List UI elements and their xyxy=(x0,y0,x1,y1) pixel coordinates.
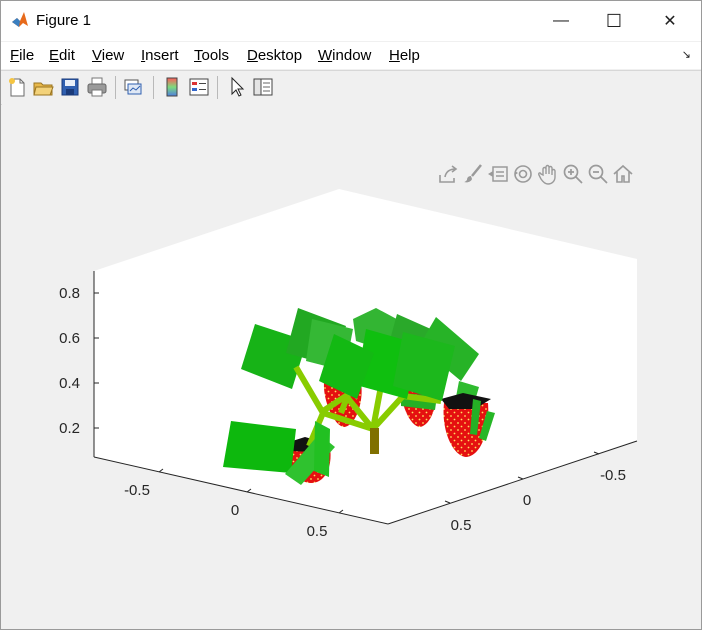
x-tick-label: 0 xyxy=(231,502,239,519)
zoom-out-icon[interactable] xyxy=(587,162,609,186)
y-tick-label: 0 xyxy=(523,492,531,509)
restore-view-icon[interactable] xyxy=(612,162,634,186)
y-tick-mark xyxy=(593,451,600,455)
menu-insert[interactable]: Insert xyxy=(141,47,179,64)
close-icon: ✕ xyxy=(663,13,677,30)
new-figure-icon[interactable] xyxy=(6,76,28,98)
link-plot-icon[interactable] xyxy=(122,76,144,98)
leaf xyxy=(314,421,330,477)
z-tick-label: 0.2 xyxy=(59,420,80,437)
save-icon[interactable] xyxy=(59,76,81,98)
menu-tools[interactable]: Tools xyxy=(194,47,230,64)
y-tick-label: 0.5 xyxy=(451,517,472,534)
menu-window[interactable]: Window xyxy=(318,47,372,64)
window-title: Figure 1 xyxy=(36,12,92,29)
figure-toolbar xyxy=(1,70,701,105)
close-button[interactable]: ✕ xyxy=(644,1,696,41)
rotate-3d-icon[interactable] xyxy=(512,162,534,186)
brush-icon[interactable] xyxy=(462,162,484,186)
z-tick-label: 0.8 xyxy=(59,285,80,302)
x-tick-mark xyxy=(338,509,344,514)
z-tick-label: 0.4 xyxy=(59,375,80,392)
leaf xyxy=(393,332,455,401)
leaf xyxy=(319,334,374,399)
leaf xyxy=(223,421,296,473)
export-icon[interactable] xyxy=(437,162,459,186)
x-tick-label: 0.5 xyxy=(307,523,328,540)
toolbar-separator xyxy=(153,76,154,99)
insert-legend-icon[interactable] xyxy=(188,76,210,98)
x-tick-mark xyxy=(246,488,252,493)
menu-view[interactable]: View xyxy=(92,47,125,64)
z-tick-label: 0.6 xyxy=(59,330,80,347)
minimize-icon: — xyxy=(553,12,569,29)
plant-model xyxy=(223,308,495,485)
open-file-icon[interactable] xyxy=(32,76,54,98)
edit-plot-arrow-icon[interactable] xyxy=(226,76,248,98)
maximize-icon: ☐ xyxy=(605,10,623,31)
minimize-button[interactable]: — xyxy=(535,1,587,41)
x-tick-mark xyxy=(158,468,164,473)
print-icon[interactable] xyxy=(86,76,108,98)
menu-edit[interactable]: Edit xyxy=(49,47,75,64)
leaf xyxy=(479,411,495,441)
title-bar: Figure 1 — ☐ ✕ xyxy=(1,1,701,41)
toolbar-separator xyxy=(115,76,116,99)
pan-icon[interactable] xyxy=(537,162,559,186)
insert-colorbar-icon[interactable] xyxy=(161,76,183,98)
menu-bar: File Edit View Insert Tools Desktop Wind… xyxy=(1,42,701,69)
menu-desktop[interactable]: Desktop xyxy=(247,47,303,64)
zoom-in-icon[interactable] xyxy=(562,162,584,186)
trunk xyxy=(370,428,379,454)
y-tick-mark xyxy=(517,476,524,480)
toolbar-separator xyxy=(217,76,218,99)
menu-file[interactable]: File xyxy=(10,47,35,64)
matlab-logo-icon xyxy=(12,12,28,27)
menu-help[interactable]: Help xyxy=(389,47,420,64)
y-tick-label: -0.5 xyxy=(600,467,626,484)
dock-figure-icon[interactable]: ↘ xyxy=(681,49,691,61)
strawberry xyxy=(441,393,491,457)
data-tips-icon[interactable] xyxy=(487,162,509,186)
property-inspector-icon[interactable] xyxy=(252,76,274,98)
maximize-button[interactable]: ☐ xyxy=(588,1,640,41)
x-tick-label: -0.5 xyxy=(124,482,150,499)
stem xyxy=(370,385,384,430)
y-tick-mark xyxy=(444,500,451,504)
